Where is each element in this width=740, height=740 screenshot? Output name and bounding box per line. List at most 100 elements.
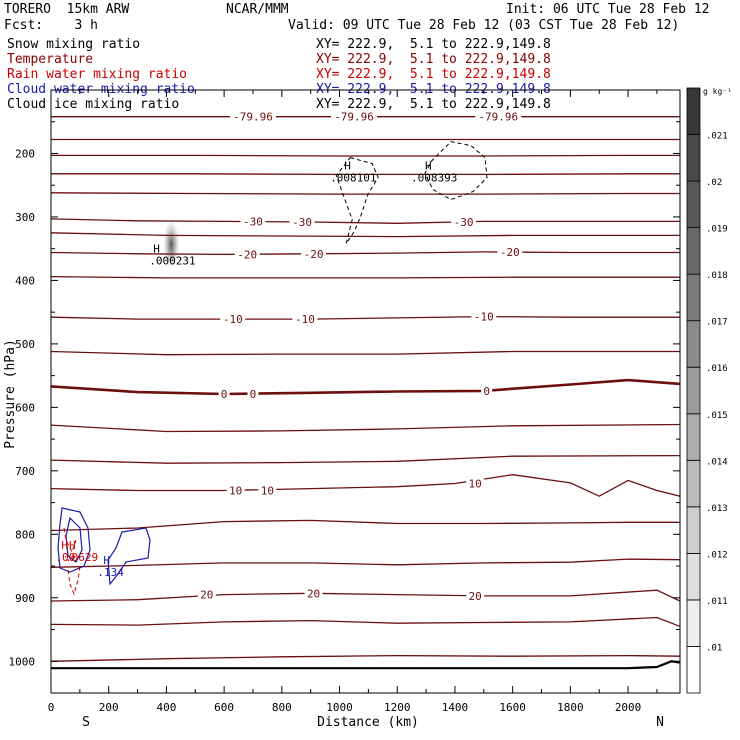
cloud-ice-max-value: .008393 (411, 172, 457, 185)
colorbar-segment (686, 87, 701, 135)
temperature-contour (51, 589, 680, 602)
x-tick-label: 400 (156, 701, 176, 714)
colorbar-tick-label: .015 (706, 411, 728, 421)
temperature-label-bg (289, 216, 315, 229)
cloud-ice-contour (424, 141, 488, 201)
center-title: NCAR/MMM (226, 2, 289, 17)
temperature-label-bg (247, 388, 259, 401)
snow-max-value: .000231 (149, 255, 195, 268)
temperature-label-bg (304, 587, 323, 600)
colorbar-tick-label: .012 (706, 550, 728, 560)
colorbar-segment (686, 459, 701, 508)
temperature-label-bg (481, 384, 493, 397)
temperature-label: -20 (237, 248, 257, 261)
temperature-label-bg (258, 484, 277, 497)
forecast-hour: Fcst: 3 h (4, 18, 98, 33)
temperature-label-bg (466, 477, 485, 490)
cloud-water-contour (107, 527, 151, 586)
colorbar-segment (686, 413, 701, 461)
temperature-label: -20 (304, 248, 324, 261)
temperature-contour (51, 378, 680, 396)
temperature-contour (51, 315, 680, 320)
colorbar-tick-label: .01 (706, 643, 722, 653)
temperature-label: 20 (469, 590, 482, 603)
temperature-contour (51, 192, 680, 195)
legend-xy: XY= 222.9, 5.1 to 222.9,149.8 (316, 67, 551, 82)
temperature-label-bg (234, 248, 260, 261)
y-tick-label: 900 (15, 592, 35, 605)
temperature-label: 20 (200, 589, 213, 602)
temperature-contour (51, 218, 680, 224)
temperature-label-bg (471, 310, 497, 323)
x-right-end-label: N (656, 715, 664, 730)
temperature-label-bg (226, 484, 245, 497)
temperature-label: 10 (261, 485, 274, 498)
x-tick-label: 600 (214, 701, 234, 714)
temperature-label: 10 (229, 485, 242, 498)
cloud-ice-max-marker: H (425, 160, 432, 173)
temperature-label: -10 (295, 313, 315, 326)
temperature-label: -30 (454, 216, 474, 229)
y-axis-label: Pressure (hPa) (3, 339, 18, 449)
x-tick-label: 1400 (442, 701, 469, 714)
temperature-label: -30 (292, 216, 312, 229)
temperature-label-bg (497, 245, 523, 258)
x-tick-label: 0 (48, 701, 55, 714)
cloud-ice-max-value: .008101 (330, 172, 376, 185)
init-time: Init: 06 UTC Tue 28 Feb 12 (506, 2, 710, 17)
colorbar-segment (686, 320, 701, 368)
temperature-label: -10 (223, 313, 243, 326)
snow-shading (163, 220, 180, 269)
colorbar-tick-label: .017 (706, 318, 728, 328)
colorbar-tick-label: .011 (706, 597, 728, 607)
cloud-water-max-marker: H (103, 554, 110, 567)
temperature-contour (51, 350, 680, 356)
x-left-end-label: S (82, 715, 90, 730)
y-tick-label: 200 (15, 147, 35, 160)
temperature-label: 10 (469, 478, 482, 491)
temperature-label-bg (475, 110, 522, 123)
colorbar-segment (686, 366, 701, 415)
temperature-contour (51, 173, 680, 176)
colorbar-segment (686, 180, 701, 229)
surface-pressure-line (51, 660, 680, 670)
cloud-water-contour (57, 507, 91, 573)
temperature-label-bg (240, 215, 266, 228)
valid-time: Valid: 09 UTC Tue 28 Feb 12 (03 CST Tue … (288, 18, 680, 33)
colorbar-tick-label: .018 (706, 271, 728, 281)
temperature-label: -79.96 (233, 111, 273, 124)
cloud-ice-max-marker: H (344, 160, 351, 173)
y-tick-label: 1000 (9, 655, 36, 668)
y-tick-label: 700 (15, 465, 35, 478)
y-tick-label: 400 (15, 274, 35, 287)
temperature-label: 0 (250, 388, 257, 401)
colorbar-segment (686, 273, 701, 322)
x-tick-label: 1800 (557, 701, 584, 714)
colorbar-tick-label: .016 (706, 364, 728, 374)
temperature-contour (51, 519, 680, 532)
x-tick-label: 2000 (615, 701, 642, 714)
rain-water-max-marker: H (61, 539, 68, 552)
temperature-label: -20 (500, 246, 520, 259)
temperature-contour (51, 275, 680, 279)
colorbar-segment (686, 506, 701, 554)
temperature-contour (51, 474, 680, 497)
temperature-label-bg (229, 110, 276, 123)
temperature-contour (51, 558, 680, 568)
temperature-label-bg (301, 247, 327, 260)
y-tick-label: 800 (15, 528, 35, 541)
rain-water-max-value: .00 (55, 551, 75, 564)
snow-max-marker: H (153, 243, 160, 256)
cloud-water-max-value: .134 (97, 566, 124, 579)
legend-name: Cloud ice mixing ratio (7, 97, 180, 112)
temperature-label: 20 (307, 587, 320, 600)
x-tick-label: 800 (272, 701, 292, 714)
cloud-ice-contour (335, 157, 379, 244)
temperature-contour (51, 616, 680, 628)
temperature-label-bg (220, 313, 246, 326)
legend-xy: XY= 222.9, 5.1 to 222.9,149.8 (316, 52, 551, 67)
temperature-label-bg (197, 588, 216, 601)
y-tick-label: 300 (15, 211, 35, 224)
model-title: TORERO 15km ARW (4, 2, 130, 17)
